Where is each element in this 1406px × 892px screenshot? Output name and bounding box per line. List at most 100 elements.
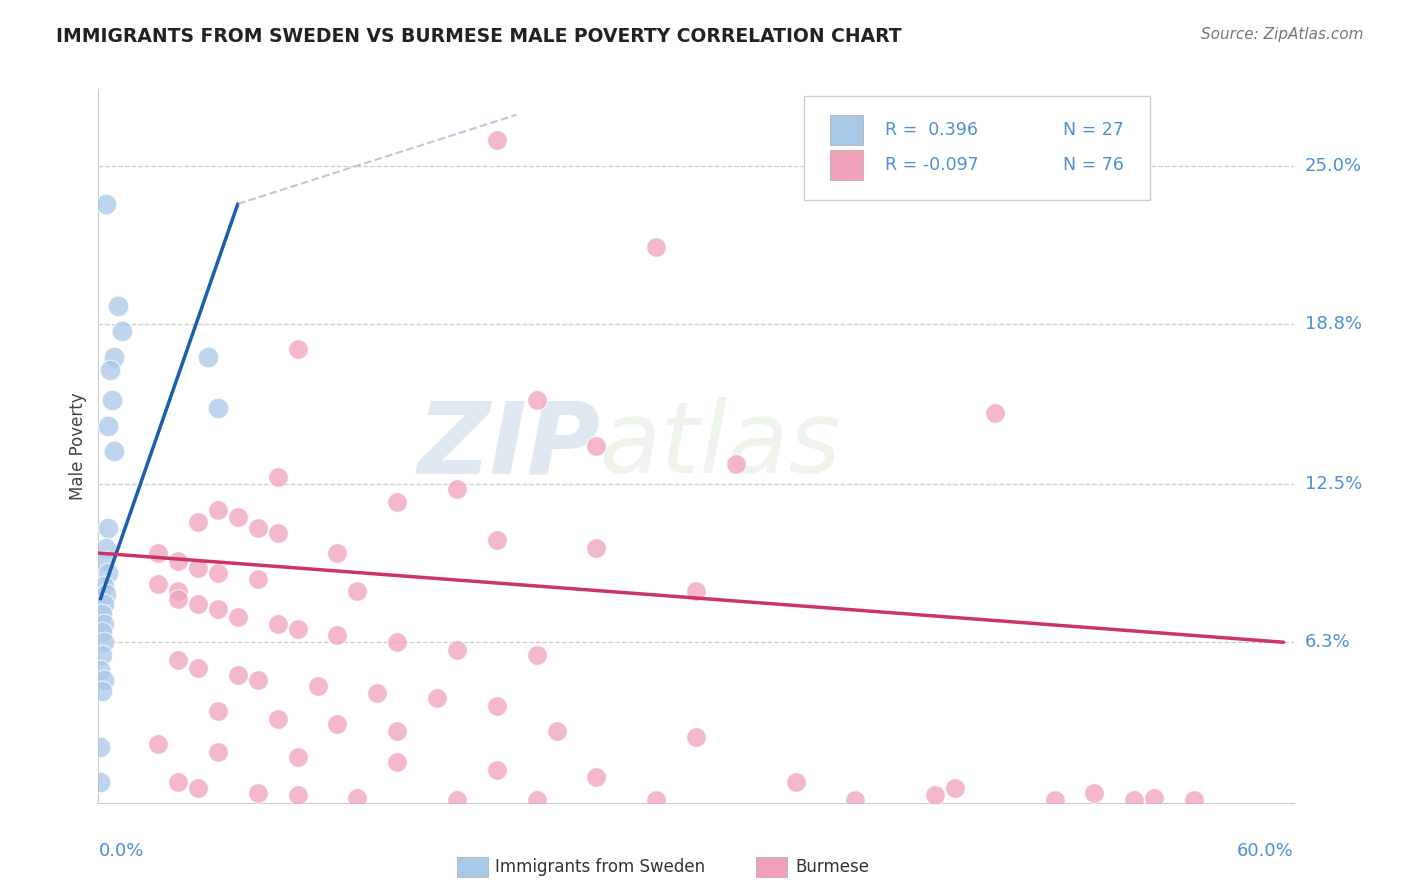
Point: [326, 716, 349, 731]
Point: [1182, 793, 1205, 807]
Point: [287, 788, 309, 802]
Point: [207, 401, 229, 415]
Point: [446, 793, 468, 807]
Point: [226, 609, 249, 624]
Point: [97, 520, 120, 534]
Point: [346, 790, 368, 805]
Point: [93, 635, 115, 649]
Point: [103, 350, 125, 364]
Point: [91, 648, 114, 662]
Point: [97, 418, 120, 433]
Point: [89, 663, 111, 677]
Point: [585, 770, 607, 784]
Text: IMMIGRANTS FROM SWEDEN VS BURMESE MALE POVERTY CORRELATION CHART: IMMIGRANTS FROM SWEDEN VS BURMESE MALE P…: [56, 27, 901, 45]
Point: [485, 763, 508, 777]
Point: [148, 737, 170, 751]
Point: [167, 775, 190, 789]
Point: [287, 623, 309, 637]
Point: [685, 584, 707, 599]
Point: [91, 683, 114, 698]
Text: atlas: atlas: [600, 398, 842, 494]
Point: [526, 648, 548, 662]
Point: [785, 775, 807, 789]
Point: [91, 607, 114, 622]
Point: [585, 439, 607, 453]
Point: [943, 780, 966, 795]
Point: [1083, 786, 1105, 800]
Y-axis label: Male Poverty: Male Poverty: [69, 392, 87, 500]
Text: 0.0%: 0.0%: [98, 842, 143, 860]
Point: [207, 566, 229, 581]
Point: [96, 587, 118, 601]
Point: [724, 457, 747, 471]
Point: [287, 342, 309, 356]
Point: [101, 393, 124, 408]
Point: [96, 541, 118, 555]
Text: 60.0%: 60.0%: [1237, 842, 1294, 860]
Point: [1143, 790, 1166, 805]
Point: [187, 597, 209, 611]
Point: [326, 627, 349, 641]
Point: [91, 625, 114, 640]
Point: [246, 786, 269, 800]
Point: [346, 584, 368, 599]
Point: [207, 502, 229, 516]
Point: [924, 788, 946, 802]
Point: [93, 673, 115, 688]
FancyBboxPatch shape: [804, 96, 1150, 200]
Point: [685, 730, 707, 744]
Text: 18.8%: 18.8%: [1305, 315, 1361, 333]
Point: [645, 793, 668, 807]
Point: [187, 661, 209, 675]
Point: [446, 483, 468, 497]
Text: 12.5%: 12.5%: [1305, 475, 1362, 493]
Point: [983, 406, 1005, 420]
Point: [246, 520, 269, 534]
Point: [645, 240, 668, 254]
Point: [385, 755, 409, 769]
Point: [844, 793, 866, 807]
Point: [148, 576, 170, 591]
Point: [226, 510, 249, 524]
FancyBboxPatch shape: [830, 115, 863, 145]
Point: [97, 566, 120, 581]
Text: R =  0.396: R = 0.396: [884, 121, 977, 139]
Point: [844, 171, 866, 186]
Point: [207, 745, 229, 759]
Point: [246, 572, 269, 586]
Point: [167, 591, 190, 606]
Point: [187, 561, 209, 575]
Point: [267, 712, 290, 726]
Point: [246, 673, 269, 688]
Text: N = 76: N = 76: [1063, 156, 1123, 174]
Point: [226, 668, 249, 682]
Point: [307, 679, 329, 693]
Text: ZIP: ZIP: [418, 398, 600, 494]
Point: [485, 533, 508, 548]
Point: [385, 635, 409, 649]
Point: [89, 775, 111, 789]
Point: [207, 602, 229, 616]
Point: [93, 617, 115, 632]
Text: Source: ZipAtlas.com: Source: ZipAtlas.com: [1201, 27, 1364, 42]
Text: Immigrants from Sweden: Immigrants from Sweden: [495, 858, 704, 876]
Point: [485, 133, 508, 147]
Text: 25.0%: 25.0%: [1305, 157, 1362, 175]
Point: [485, 698, 508, 713]
Point: [287, 750, 309, 764]
Point: [93, 579, 115, 593]
Point: [366, 686, 388, 700]
Text: Burmese: Burmese: [796, 858, 870, 876]
Point: [526, 793, 548, 807]
Point: [187, 780, 209, 795]
Point: [89, 739, 111, 754]
Point: [103, 444, 125, 458]
Point: [267, 617, 290, 632]
Point: [1123, 793, 1146, 807]
Point: [207, 704, 229, 718]
Point: [546, 724, 568, 739]
FancyBboxPatch shape: [830, 150, 863, 180]
Point: [326, 546, 349, 560]
Point: [96, 197, 118, 211]
Point: [585, 541, 607, 555]
